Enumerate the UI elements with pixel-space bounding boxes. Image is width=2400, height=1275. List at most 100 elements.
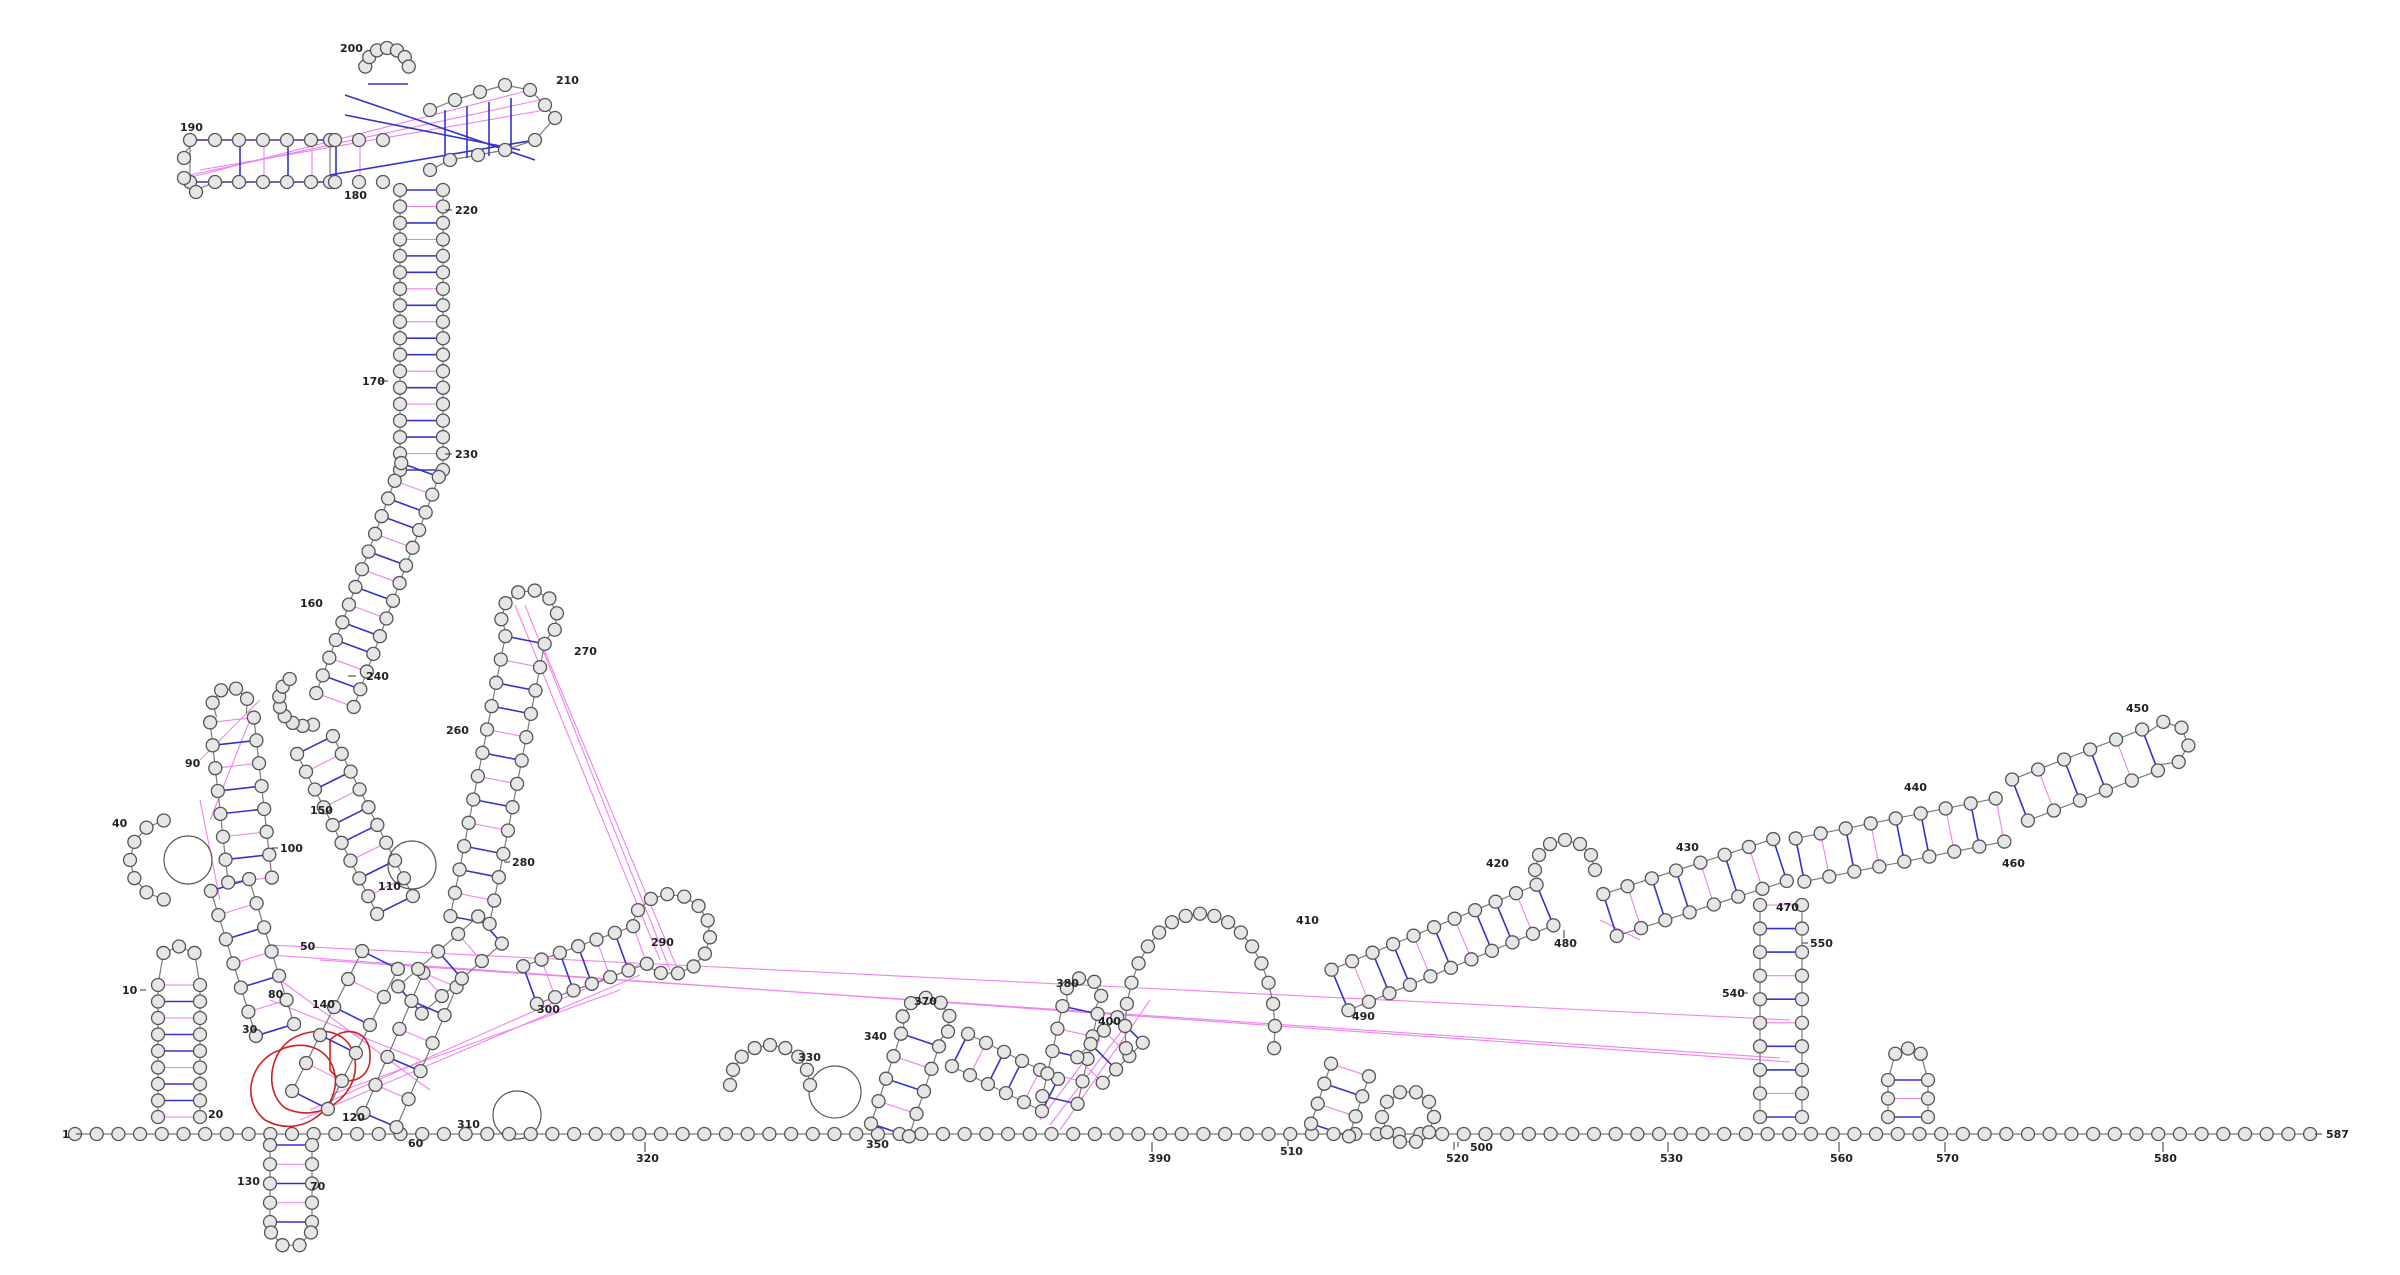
nucleotide (249, 896, 264, 911)
nucleotide (1402, 977, 1418, 992)
nucleotide (532, 660, 548, 675)
nucleotide (434, 988, 450, 1004)
nucleotide (1596, 886, 1611, 902)
base-pair (220, 808, 265, 815)
nucleotide (1525, 926, 1541, 941)
nucleotide (415, 1126, 430, 1142)
position-label: 580 (2154, 1152, 2177, 1165)
nucleotide (327, 174, 343, 190)
nucleotide (376, 989, 392, 1005)
nucleotide (1695, 1126, 1710, 1142)
nucleotide (213, 806, 228, 822)
nucleotide (1040, 1066, 1055, 1081)
nucleotide (1934, 1126, 1949, 1142)
nucleotide (304, 1195, 320, 1210)
nucleotide (1392, 1085, 1408, 1100)
tertiary-interaction (1049, 1019, 1131, 1126)
nucleotide (425, 487, 440, 502)
position-label: 480 (1554, 937, 1577, 950)
nucleotide (150, 1076, 166, 1092)
nucleotide (571, 939, 586, 954)
nucleotide (639, 956, 654, 971)
nucleotide (1673, 1126, 1688, 1142)
nucleotide (1164, 915, 1180, 930)
nucleotide (307, 782, 323, 797)
nucleotide (392, 331, 408, 346)
nucleotide (960, 1026, 976, 1042)
backbone-strand (327, 968, 399, 1110)
nucleotide (450, 926, 466, 942)
nucleotide (132, 1126, 148, 1142)
nucleotide (509, 776, 525, 792)
nucleotide (454, 971, 470, 986)
nucleotide (849, 1126, 864, 1142)
nucleotide (1752, 1109, 1768, 1125)
nucleotide (325, 728, 341, 744)
nucleotide (1118, 1041, 1134, 1056)
tertiary-interaction (524, 604, 671, 971)
position-label: 500 (1470, 1141, 1493, 1154)
nucleotide (392, 215, 408, 231)
nucleotide (435, 396, 451, 412)
nucleotide (430, 944, 446, 959)
base-pair (2011, 779, 2029, 821)
nucleotide (547, 622, 562, 637)
nucleotide (192, 977, 208, 993)
nucleotide (1794, 944, 1810, 960)
nucleotide (226, 956, 241, 971)
nucleotide (1633, 920, 1649, 936)
nucleotide (1434, 1126, 1450, 1142)
nucleotide (1543, 1126, 1558, 1142)
base-pair (1820, 833, 1830, 877)
nucleotide (1731, 889, 1746, 904)
nucleotide (390, 961, 406, 977)
position-label: 587 (2326, 1128, 2349, 1141)
nucleotide (1044, 1126, 1059, 1142)
nucleotide (1326, 1126, 1341, 1142)
nucleotide (1651, 1126, 1667, 1142)
nucleotide (259, 824, 274, 839)
position-label: 70 (310, 1180, 326, 1193)
nucleotide (348, 1045, 364, 1061)
nucleotide (1752, 897, 1768, 913)
nucleotide (1196, 1126, 1211, 1142)
base-pair (1535, 884, 1555, 926)
nucleotide (548, 989, 563, 1005)
nucleotide (447, 92, 463, 108)
nucleotide (456, 838, 472, 854)
nucleotide (1233, 925, 1248, 940)
nucleotide (1794, 897, 1810, 913)
nucleotide (1766, 831, 1781, 847)
position-label: 160 (300, 597, 323, 610)
nucleotide (914, 1126, 929, 1142)
nucleotide (1531, 847, 1547, 863)
nucleotide (498, 596, 513, 611)
nucleotide (1546, 918, 1561, 933)
nucleotide (2150, 763, 2166, 778)
nucleotide (231, 174, 247, 190)
nucleotide (2124, 773, 2140, 788)
nucleotide (392, 265, 408, 280)
position-label: 60 (408, 1137, 424, 1150)
base-pair (1602, 893, 1618, 937)
nucleotide (1997, 834, 2012, 849)
nucleotide (192, 994, 208, 1009)
nucleotide (2281, 1126, 2296, 1142)
nucleotide (150, 977, 166, 993)
nucleotide (1066, 1126, 1081, 1142)
nucleotide (1152, 925, 1167, 940)
base-pair (1772, 838, 1788, 882)
nucleotide (309, 685, 324, 701)
nucleotide (494, 612, 509, 627)
nucleotide (653, 1126, 669, 1142)
nucleotide (251, 756, 267, 771)
nucleotide (472, 84, 488, 100)
nucleotide (1682, 905, 1697, 920)
nucleotide (198, 1126, 213, 1142)
nucleotide (626, 919, 641, 934)
nucleotide (328, 632, 344, 648)
base-pair (210, 716, 254, 724)
nucleotide (361, 800, 376, 815)
position-label: 570 (1936, 1152, 1959, 1165)
nucleotide (1117, 1018, 1133, 1034)
